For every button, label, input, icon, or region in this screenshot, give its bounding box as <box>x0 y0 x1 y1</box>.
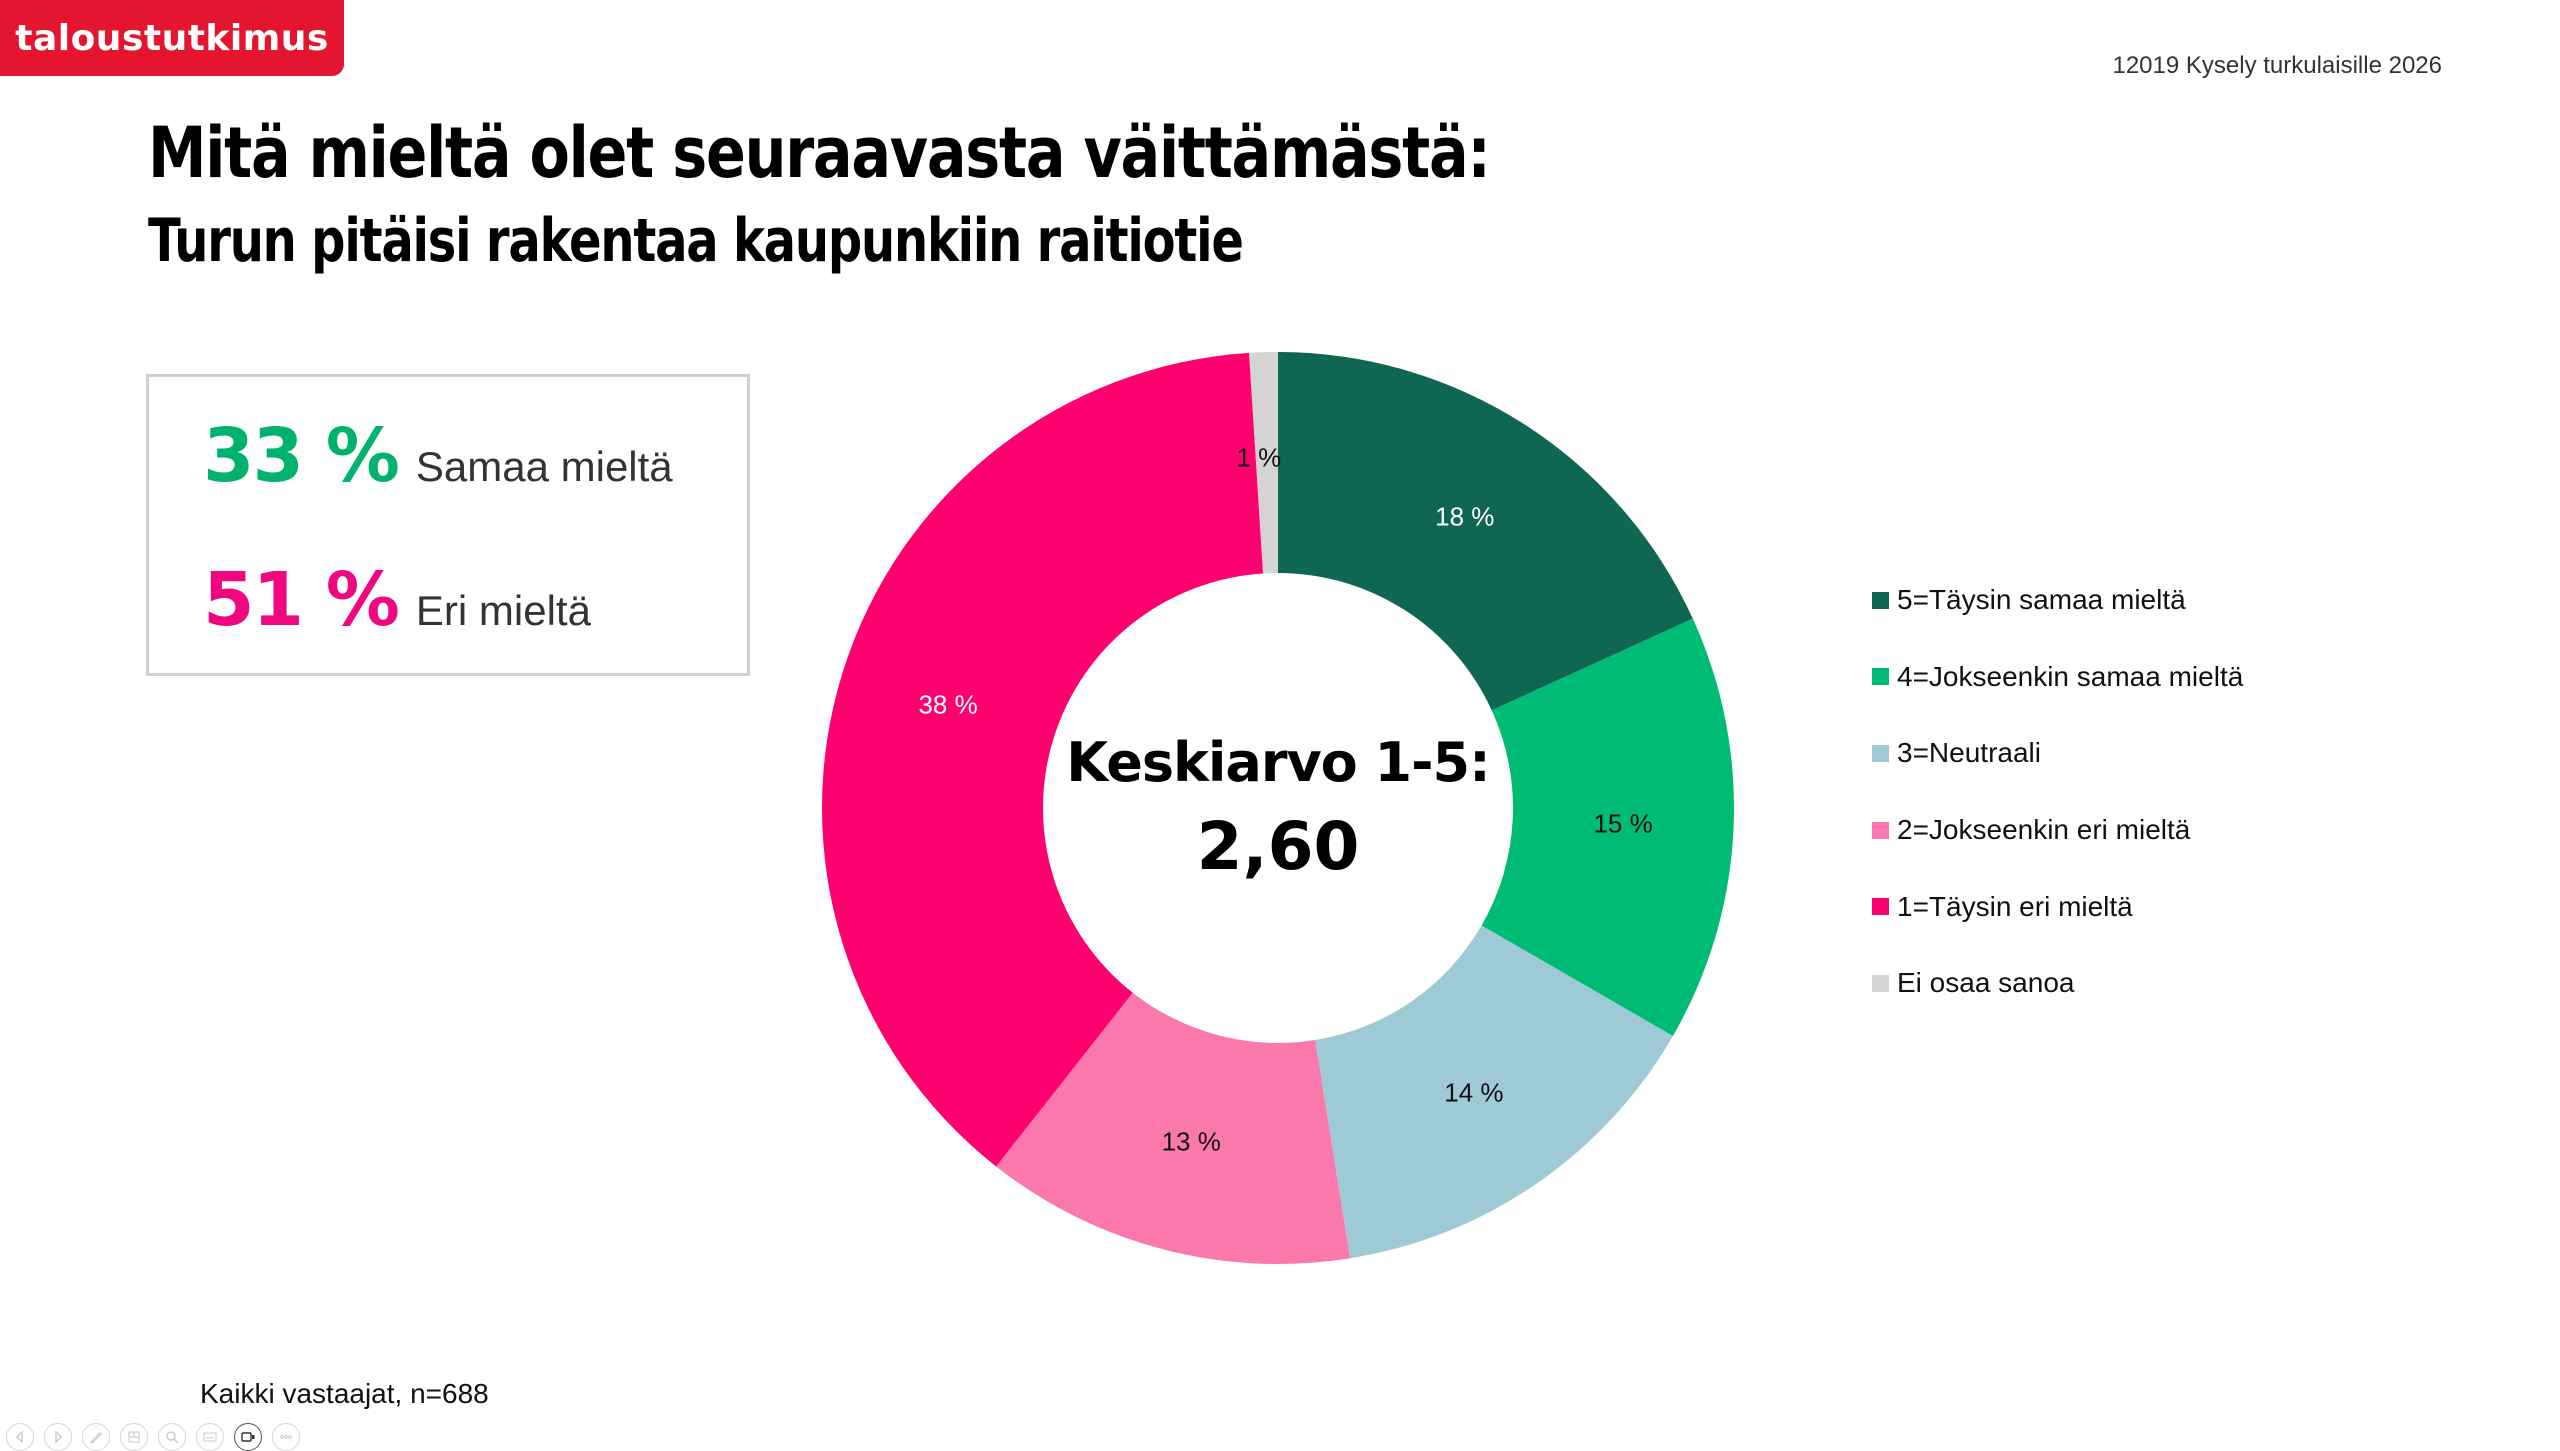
legend-swatch-icon <box>1872 898 1889 916</box>
summary-box: 33 % Samaa mieltä 51 % Eri mieltä <box>146 374 750 676</box>
segment-jokseenkin-samaa <box>1481 618 1735 1036</box>
legend-item: 1=Täysin eri mieltä <box>1872 868 2243 945</box>
legend-swatch-icon <box>1872 668 1889 686</box>
legend-label: 3=Neutraali <box>1897 737 2041 769</box>
legend-item: 4=Jokseenkin samaa mieltä <box>1872 639 2243 716</box>
pen-icon <box>88 1429 104 1445</box>
subtitles-button[interactable] <box>196 1423 224 1451</box>
segment-taysin-samaa <box>1278 352 1693 711</box>
zoom-button[interactable] <box>158 1423 186 1451</box>
more-options-button[interactable] <box>272 1423 300 1451</box>
summary-disagree: 51 % Eri mieltä <box>203 557 591 643</box>
legend-label: Ei osaa sanoa <box>1897 967 2075 999</box>
slideshow-toolbar <box>6 1423 300 1451</box>
segment-taysin-eri <box>822 352 1264 1167</box>
segment-jokseenkin-eri <box>996 992 1351 1264</box>
grid-icon <box>126 1429 142 1445</box>
page-subtitle: Turun pitäisi rakentaa kaupunkiin raitio… <box>148 206 1244 276</box>
previous-slide-button[interactable] <box>6 1423 34 1451</box>
next-slide-button[interactable] <box>44 1423 72 1451</box>
see-all-slides-button[interactable] <box>120 1423 148 1451</box>
legend-item: 3=Neutraali <box>1872 715 2243 792</box>
legend-label: 5=Täysin samaa mieltä <box>1897 584 2186 616</box>
chevron-left-icon <box>12 1429 28 1445</box>
taloustutkimus-logo: taloustutkimus <box>0 0 344 76</box>
subtitles-icon <box>202 1429 218 1445</box>
legend-item: Ei osaa sanoa <box>1872 945 2243 1022</box>
segment-ei-osaa-sanoa <box>1249 352 1278 574</box>
disagree-label: Eri mieltä <box>415 587 591 634</box>
legend-label: 4=Jokseenkin samaa mieltä <box>1897 660 2244 692</box>
logo-text: taloustutkimus <box>15 17 329 59</box>
chevron-right-icon <box>50 1429 66 1445</box>
project-label: 12019 Kysely turkulaisille 2026 <box>2112 52 2442 79</box>
sample-footnote: Kaikki vastaajat, n=688 <box>200 1378 489 1409</box>
page-title: Mitä mieltä olet seuraavasta väittämästä… <box>148 112 1491 194</box>
disagree-percentage: 51 % <box>203 557 400 643</box>
legend-swatch-icon <box>1872 744 1889 762</box>
camera-icon <box>240 1429 256 1445</box>
legend-swatch-icon <box>1872 821 1889 839</box>
agree-percentage: 33 % <box>203 413 400 499</box>
agree-label: Samaa mieltä <box>415 443 673 490</box>
legend-item: 5=Täysin samaa mieltä <box>1872 562 2243 639</box>
pen-tool-button[interactable] <box>82 1423 110 1451</box>
legend-swatch-icon <box>1872 974 1889 992</box>
camera-button[interactable] <box>234 1423 262 1451</box>
legend-swatch-icon <box>1872 591 1889 609</box>
legend-label: 2=Jokseenkin eri mieltä <box>1897 814 2191 846</box>
chart-legend: 5=Täysin samaa mieltä 4=Jokseenkin samaa … <box>1872 562 2243 1022</box>
summary-agree: 33 % Samaa mieltä <box>203 413 673 499</box>
magnifier-icon <box>164 1429 180 1445</box>
legend-label: 1=Täysin eri mieltä <box>1897 890 2133 922</box>
segment-neutraali <box>1315 925 1673 1259</box>
legend-item: 2=Jokseenkin eri mieltä <box>1872 792 2243 869</box>
ellipsis-icon <box>278 1429 294 1445</box>
